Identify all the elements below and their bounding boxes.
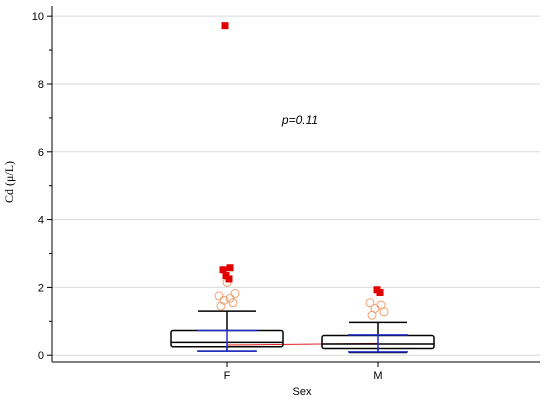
- outlier-point: [225, 293, 235, 303]
- outlier-point: [214, 291, 224, 301]
- outlier-point: [365, 298, 375, 308]
- far-outlier-point: [226, 264, 234, 272]
- outlier-point: [230, 289, 240, 299]
- x-axis-label: Sex: [293, 386, 312, 398]
- y-axis-label: Cd (μ/L): [2, 161, 16, 203]
- far-outlier-point: [221, 22, 229, 30]
- outlier-point: [216, 301, 226, 311]
- outlier-point: [376, 300, 386, 310]
- box-group-F: [170, 22, 284, 352]
- outlier-point: [228, 298, 238, 308]
- gridlines: [52, 15, 540, 356]
- y-tick-label: 10: [32, 11, 44, 23]
- far-outlier-point: [373, 286, 381, 294]
- x-tick-label: F: [224, 370, 231, 382]
- y-tick-label: 4: [38, 215, 44, 227]
- box-group-M: [321, 286, 435, 354]
- y-tick-label: 8: [38, 79, 44, 91]
- outlier-point: [219, 295, 229, 305]
- y-axis: 0 2 4 6 8 10: [32, 6, 53, 362]
- p-value-annotation: p=0.11: [281, 113, 318, 127]
- far-outlier-point: [222, 272, 230, 280]
- x-tick-label: M: [373, 370, 382, 382]
- y-tick-label: 2: [38, 282, 44, 294]
- y-tick-label: 0: [38, 350, 44, 362]
- y-tick-label: 6: [38, 147, 44, 159]
- far-outlier-point: [219, 266, 227, 274]
- plot-area: [170, 22, 435, 354]
